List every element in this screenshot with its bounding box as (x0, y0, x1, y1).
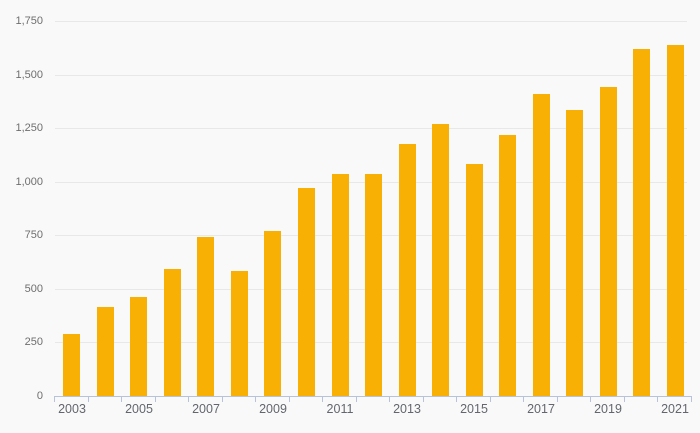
bar-cell-2013 (390, 21, 424, 396)
bar-cell-2005 (122, 21, 156, 396)
x-axis-tick (557, 397, 558, 402)
bar-2012[interactable] (365, 174, 383, 396)
x-axis-tick (188, 397, 189, 402)
x-axis-tick (121, 397, 122, 402)
x-axis-tick (423, 397, 424, 402)
x-axis-year-label: 2005 (125, 402, 153, 416)
x-axis-tick (691, 397, 692, 402)
x-axis-tick (490, 397, 491, 402)
gridline-1500 (55, 75, 687, 76)
bar-2015[interactable] (465, 163, 483, 396)
x-axis-tick (523, 397, 524, 402)
bar-cell-2016 (491, 21, 525, 396)
bar-cell-2008 (223, 21, 257, 396)
plot-area (55, 21, 692, 396)
bar-cell-2004 (89, 21, 123, 396)
x-axis-year-label: 2007 (192, 402, 220, 416)
bar-cell-2014 (424, 21, 458, 396)
x-axis-year-label: 2009 (259, 402, 287, 416)
bar-cell-2009 (256, 21, 290, 396)
bar-cell-2006 (156, 21, 190, 396)
bar-2010[interactable] (297, 188, 315, 396)
y-axis-tick-label: 750 (24, 229, 43, 241)
x-axis-tick (289, 397, 290, 402)
x-axis-tick (88, 397, 89, 402)
x-axis-tick (624, 397, 625, 402)
bar-cell-2021 (659, 21, 693, 396)
bar-cell-2017 (524, 21, 558, 396)
x-axis-tick (54, 397, 55, 402)
bar-cell-2007 (189, 21, 223, 396)
x-axis-year-label: 2015 (460, 402, 488, 416)
y-axis-tick-label: 500 (24, 283, 43, 295)
bar-cell-2011 (323, 21, 357, 396)
x-axis-tick (222, 397, 223, 402)
bar-2013[interactable] (398, 144, 416, 396)
bar-cell-2003 (55, 21, 89, 396)
x-axis-tick (255, 397, 256, 402)
bar-2004[interactable] (96, 307, 114, 396)
x-axis-year-label: 2017 (527, 402, 555, 416)
bar-cell-2020 (625, 21, 659, 396)
x-axis-tick (356, 397, 357, 402)
x-axis-tick (389, 397, 390, 402)
y-axis-tick-label: 0 (36, 390, 43, 402)
x-axis-year-label: 2021 (661, 402, 689, 416)
bar-2016[interactable] (499, 134, 517, 396)
bar-2006[interactable] (163, 268, 181, 396)
x-axis-tick (657, 397, 658, 402)
bar-cell-2012 (357, 21, 391, 396)
bar-cell-2018 (558, 21, 592, 396)
y-axis-tick-label: 1,000 (15, 176, 43, 188)
y-axis-tick-label: 1,500 (15, 69, 43, 81)
bar-2011[interactable] (331, 174, 349, 396)
x-axis-tick (456, 397, 457, 402)
x-axis-tick (155, 397, 156, 402)
bar-cell-2015 (457, 21, 491, 396)
x-axis-year-label: 2011 (326, 402, 354, 416)
bar-2008[interactable] (230, 270, 248, 396)
x-axis-line (54, 396, 692, 397)
bar-cell-2010 (290, 21, 324, 396)
bar-2014[interactable] (432, 123, 450, 396)
x-axis-tick (590, 397, 591, 402)
x-axis-year-label: 2003 (58, 402, 86, 416)
y-axis-tick-label: 1,750 (15, 15, 43, 27)
bar-2005[interactable] (130, 297, 148, 396)
bar-2009[interactable] (264, 231, 282, 396)
bar-cell-2019 (592, 21, 626, 396)
y-axis-tick-label: 250 (24, 336, 43, 348)
gridline-1250 (55, 128, 687, 129)
x-axis-year-label: 2019 (594, 402, 622, 416)
bar-2018[interactable] (566, 109, 584, 396)
bar-2007[interactable] (197, 237, 215, 396)
x-axis-year-label: 2013 (393, 402, 421, 416)
bar-2003[interactable] (63, 333, 81, 396)
bars-container (55, 21, 692, 396)
bar-2017[interactable] (532, 93, 550, 396)
x-axis-tick (322, 397, 323, 402)
bar-2021[interactable] (666, 44, 684, 396)
bar-2020[interactable] (633, 48, 651, 396)
y-axis-tick-label: 1,250 (15, 122, 43, 134)
bar-2019[interactable] (599, 87, 617, 396)
gridline-1750 (55, 21, 687, 22)
